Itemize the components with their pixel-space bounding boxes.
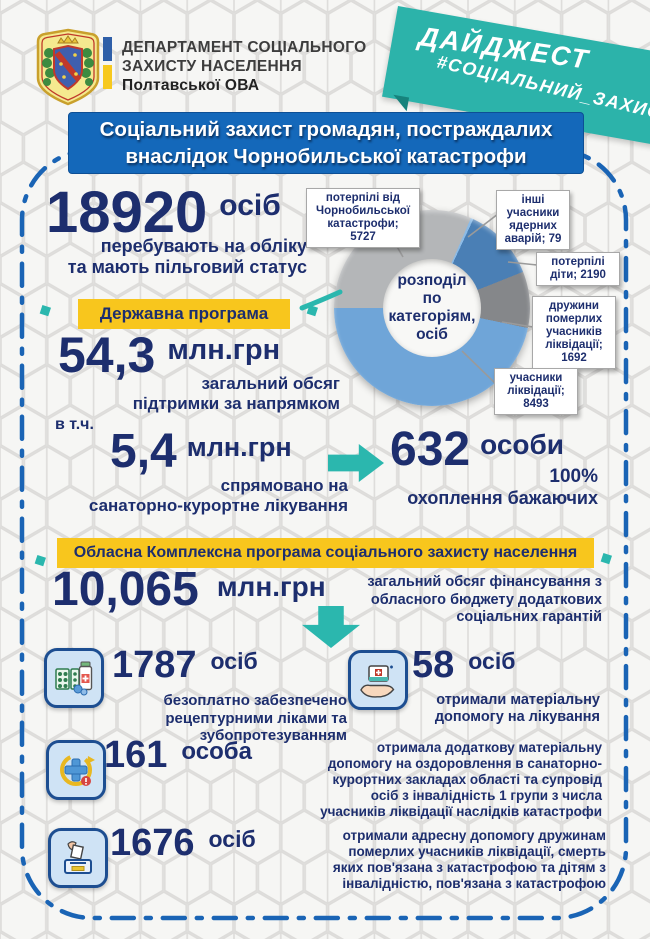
stat-rehab-count: 161 особа — [104, 736, 252, 774]
state-program-badge: Державна програма — [78, 299, 290, 329]
coverage-desc: охоплення бажаючих — [407, 488, 598, 508]
org-line3: Полтавської ОВА — [122, 77, 260, 94]
callout-liquidators: учасники ліквідації; 8493 — [494, 368, 578, 415]
sanatorium-unit: млн.грн — [186, 432, 292, 462]
medicines-icon-glyph — [55, 661, 93, 696]
stat4-unit: осіб — [208, 826, 256, 852]
stat1-value: 1787 — [112, 644, 197, 686]
regional-total-value: 10,065 — [52, 563, 199, 616]
ukraine-flag-bar — [103, 37, 112, 89]
registered-unit: осіб — [219, 189, 281, 222]
poltava-coat-of-arms — [36, 28, 100, 106]
stat4-value: 1676 — [110, 822, 195, 864]
stat2-unit: осіб — [468, 648, 516, 674]
callout-widows: дружини померлих учасників ліквідації; 1… — [532, 296, 616, 369]
stat3-value: 161 — [104, 734, 168, 776]
regional-program-badge: Обласна Комплексна програма соціального … — [57, 538, 594, 568]
callout-affected-children: потерпілі діти; 2190 — [536, 252, 620, 286]
regional-total-desc: загальний обсяг фінансування з обласного… — [367, 574, 602, 625]
registered-value: 18920 — [46, 180, 208, 245]
stat3-desc: отримала додаткову матеріальну допомогу … — [320, 740, 602, 819]
state-total-desc: загальний обсяг підтримки за напрямком — [132, 374, 340, 413]
flag-blue-segment — [103, 37, 112, 61]
regional-total-unit: млн.грн — [216, 571, 326, 602]
state-total-value: 54,3 — [58, 327, 156, 383]
state-total-unit: млн.грн — [167, 334, 281, 366]
ribbon-fold — [390, 94, 410, 112]
stat4-desc: отримали адресну допомогу дружинам помер… — [332, 828, 606, 891]
medical-renewal-icon — [46, 740, 106, 800]
stat-targeted-aid-count: 1676 осіб — [110, 824, 256, 862]
org-title: ДЕПАРТАМЕНТ СОЦІАЛЬНОГО ЗАХИСТУ НАСЕЛЕНН… — [122, 38, 366, 95]
registered-desc: перебувають на обліку та мають пільговий… — [67, 236, 307, 277]
org-line2: ЗАХИСТУ НАСЕЛЕННЯ — [122, 58, 302, 75]
aid-box-hand-icon-glyph — [360, 665, 395, 698]
callout-other-accidents: інші учасники ядерних аварій; 79 — [496, 190, 570, 250]
medicines-icon — [44, 648, 104, 708]
stat3-unit: особа — [181, 738, 252, 765]
state-total: 54,3 млн.грн — [58, 330, 280, 380]
covered-count: 632 особи — [390, 426, 564, 474]
registered-count: 18920 осіб — [46, 184, 281, 242]
donut-hole — [383, 259, 481, 357]
sanatorium-desc: спрямовано на санаторно-курортне лікуван… — [88, 476, 348, 515]
medical-renewal-icon-glyph — [60, 754, 95, 786]
page-title: Соціальний захист громадян, постраждалих… — [68, 112, 584, 174]
stat2-desc: отримали матеріальну допомогу на лікуван… — [434, 692, 600, 725]
including-label: в т.ч. — [55, 416, 94, 433]
sanatorium-value: 5,4 — [110, 425, 177, 478]
donut-center-label: розподіл по категоріям, осіб — [388, 272, 476, 343]
stat-aid-count: 58 осіб — [412, 646, 515, 684]
coverage-percent: 100% — [549, 466, 598, 487]
org-line1: ДЕПАРТАМЕНТ СОЦІАЛЬНОГО — [122, 39, 367, 56]
flag-yellow-segment — [103, 65, 112, 89]
ballot-hand-icon — [48, 828, 108, 888]
stat1-unit: осіб — [210, 648, 258, 674]
regional-total: 10,065 млн.грн — [52, 566, 326, 614]
callout-chornobyl-victims: потерпілі від Чорнобильської катастрофи;… — [306, 188, 420, 248]
sanatorium-amount: 5,4 млн.грн — [110, 428, 292, 476]
covered-value: 632 — [390, 423, 471, 476]
covered-unit: особи — [480, 429, 565, 460]
stat2-value: 58 — [412, 644, 455, 686]
aid-box-hand-icon — [348, 650, 408, 710]
ballot-hand-icon-glyph — [64, 841, 92, 874]
stat-medicines-count: 1787 осіб — [112, 646, 258, 684]
stat1-desc: безоплатно забезпечено рецептурними ліка… — [163, 692, 348, 744]
